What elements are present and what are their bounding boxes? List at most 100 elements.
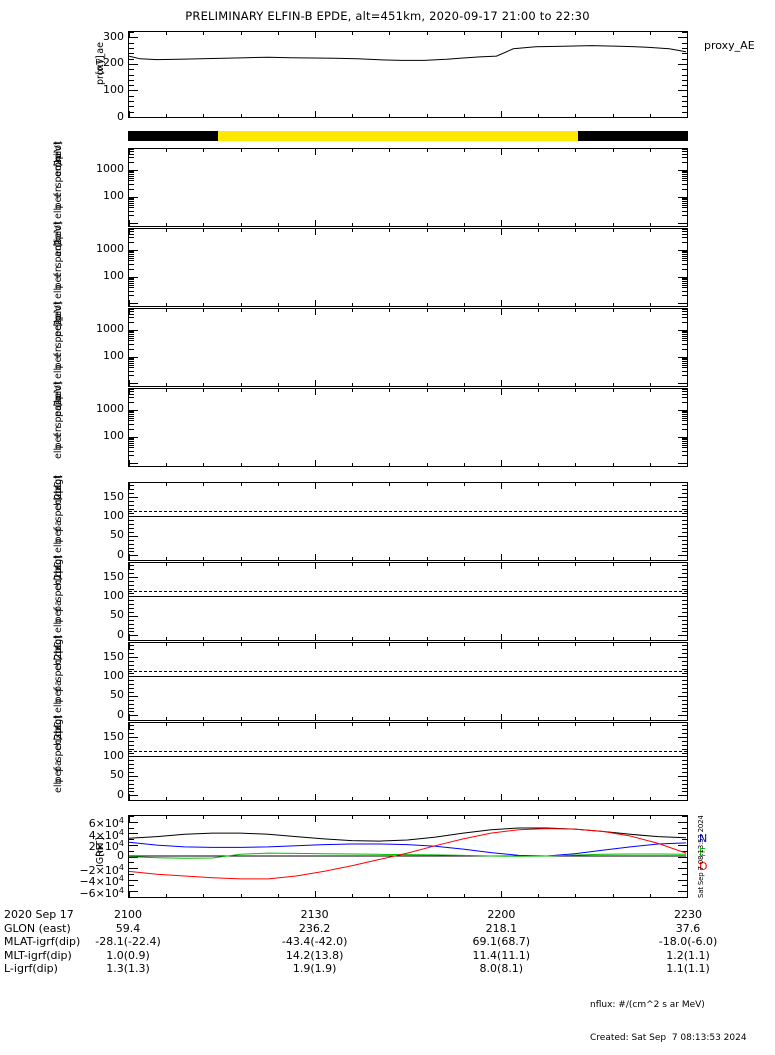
axis-tick [241, 723, 242, 726]
axis-tick [682, 700, 687, 701]
y-tick-label: 50 [110, 688, 124, 702]
axis-tick [682, 229, 687, 230]
axis-tick [682, 585, 687, 586]
y-tick-label: 50 [110, 768, 124, 782]
axis-tick [682, 412, 687, 413]
axis-tick [129, 171, 134, 172]
axis-tick [682, 604, 687, 605]
axis-title-line: spec2plot [52, 715, 64, 762]
axis-tick [682, 198, 687, 199]
axis-tick [427, 383, 428, 386]
axis-tick [682, 708, 687, 709]
annotation-value: 2100 [114, 908, 142, 921]
axis-title-en-para: elb pef en spec2plot para [keV] [53, 381, 65, 467]
axis-tick [129, 199, 134, 200]
axis-tick [682, 573, 687, 574]
axis-tick [682, 287, 687, 288]
axis-tick [129, 429, 134, 430]
axis-tick [241, 309, 242, 312]
y-tick-label: 100 [103, 349, 124, 363]
axis-tick [129, 497, 138, 498]
axis-tick [129, 418, 134, 419]
axis-tick [575, 797, 576, 800]
axis-tick [129, 795, 138, 796]
axis-tick [682, 445, 687, 446]
axis-tick [315, 723, 316, 729]
axis-tick [129, 704, 134, 705]
axis-tick [389, 223, 390, 226]
y-tick-label: 150 [103, 569, 124, 583]
axis-tick [129, 764, 134, 765]
axis-tick [129, 868, 138, 869]
y-tick-label: 100 [103, 508, 124, 522]
axis-tick [129, 760, 134, 761]
axis-tick [538, 643, 539, 646]
axis-tick [129, 258, 134, 259]
plot-panel-en-para [128, 388, 688, 467]
axis-tick [129, 573, 134, 574]
axis-tick [682, 291, 687, 292]
axis-tick [129, 402, 134, 403]
axis-tick [129, 485, 134, 486]
axis-tick [678, 410, 687, 411]
axis-tick [650, 229, 651, 232]
annotation-value: 11.4(11.1) [472, 948, 531, 962]
axis-tick [129, 885, 134, 886]
axis-tick [315, 111, 316, 117]
annotation-value: 59.4 [115, 921, 141, 935]
y-tick-label: 6×104 [88, 816, 124, 831]
axis-tick [129, 555, 138, 556]
axis-tick [464, 483, 465, 486]
axis-tick [129, 157, 134, 158]
axis-tick [575, 223, 576, 226]
axis-tick [129, 441, 134, 442]
axis-tick [687, 794, 688, 800]
axis-tick [682, 174, 687, 175]
axis-tick [315, 714, 316, 720]
plot-area-en-perp [129, 309, 687, 386]
axis-tick [613, 816, 614, 819]
axis-tick [682, 429, 687, 430]
axis-tick [682, 285, 687, 286]
axis-tick [389, 463, 390, 466]
axis-tick [129, 589, 134, 590]
axis-tick [166, 643, 167, 646]
axis-tick [129, 151, 134, 152]
axis-tick [427, 149, 428, 152]
axis-title-line: [deg] [52, 555, 64, 581]
axis-tick [129, 780, 134, 781]
axis-tick [682, 311, 687, 312]
axis-tick [682, 211, 687, 212]
axis-tick [682, 203, 687, 204]
axis-tick [129, 828, 134, 829]
axis-tick [575, 483, 576, 486]
axis-tick [538, 894, 539, 897]
axis-tick [682, 451, 687, 452]
axis-tick [352, 149, 353, 152]
axis-tick [129, 680, 134, 681]
axis-tick [278, 816, 279, 819]
series-line-total [129, 827, 687, 842]
axis-tick [575, 816, 576, 819]
axis-tick [678, 833, 687, 834]
axis-tick [427, 223, 428, 226]
axis-tick [241, 563, 242, 566]
axis-tick [682, 528, 687, 529]
axis-tick [203, 463, 204, 466]
axis-tick [315, 229, 316, 235]
axis-tick [682, 361, 687, 362]
axis-tick [315, 634, 316, 640]
axis-title-line: spec2plot [52, 141, 64, 188]
legend-igrf-n: N [699, 832, 708, 845]
axis-tick [538, 816, 539, 819]
axis-tick [682, 48, 687, 49]
axis-tick [678, 117, 687, 118]
axis-tick [129, 897, 134, 898]
axis-tick [129, 520, 134, 521]
axis-tick [129, 880, 138, 881]
axis-tick [352, 389, 353, 392]
footer-notes: nflux: #/(cm^2 s ar MeV) Created: Sat Se… [590, 978, 747, 1055]
axis-tick [129, 643, 130, 649]
axis-tick [129, 215, 134, 216]
axis-tick [682, 741, 687, 742]
